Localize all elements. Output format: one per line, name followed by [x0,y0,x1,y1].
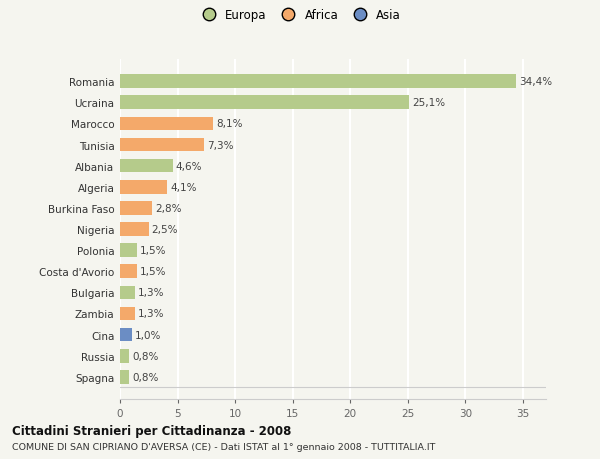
Bar [120,307,135,321]
Text: 4,1%: 4,1% [170,182,197,192]
Bar [120,244,137,257]
Bar [120,180,167,194]
Bar [120,223,149,236]
Bar [120,265,137,279]
Bar [120,138,204,152]
Bar [120,370,129,384]
Bar [120,159,173,173]
Text: 0,8%: 0,8% [132,372,158,382]
Text: 2,5%: 2,5% [152,224,178,235]
Text: COMUNE DI SAN CIPRIANO D'AVERSA (CE) - Dati ISTAT al 1° gennaio 2008 - TUTTITALI: COMUNE DI SAN CIPRIANO D'AVERSA (CE) - D… [12,442,436,451]
Text: 2,8%: 2,8% [155,203,182,213]
Text: 1,3%: 1,3% [138,288,164,298]
Text: 4,6%: 4,6% [176,161,202,171]
Text: 7,3%: 7,3% [207,140,233,150]
Text: 1,0%: 1,0% [134,330,161,340]
Bar [120,75,516,89]
Bar [120,117,213,131]
Legend: Europa, Africa, Asia: Europa, Africa, Asia [192,5,406,27]
Bar [120,328,131,342]
Bar [120,286,135,300]
Bar [120,202,152,215]
Text: 0,8%: 0,8% [132,351,158,361]
Text: 25,1%: 25,1% [412,98,445,108]
Text: 34,4%: 34,4% [519,77,552,87]
Text: 1,5%: 1,5% [140,267,167,277]
Bar [120,349,129,363]
Text: 8,1%: 8,1% [216,119,242,129]
Text: 1,3%: 1,3% [138,309,164,319]
Text: 1,5%: 1,5% [140,246,167,256]
Text: Cittadini Stranieri per Cittadinanza - 2008: Cittadini Stranieri per Cittadinanza - 2… [12,424,292,437]
Bar [120,96,409,110]
